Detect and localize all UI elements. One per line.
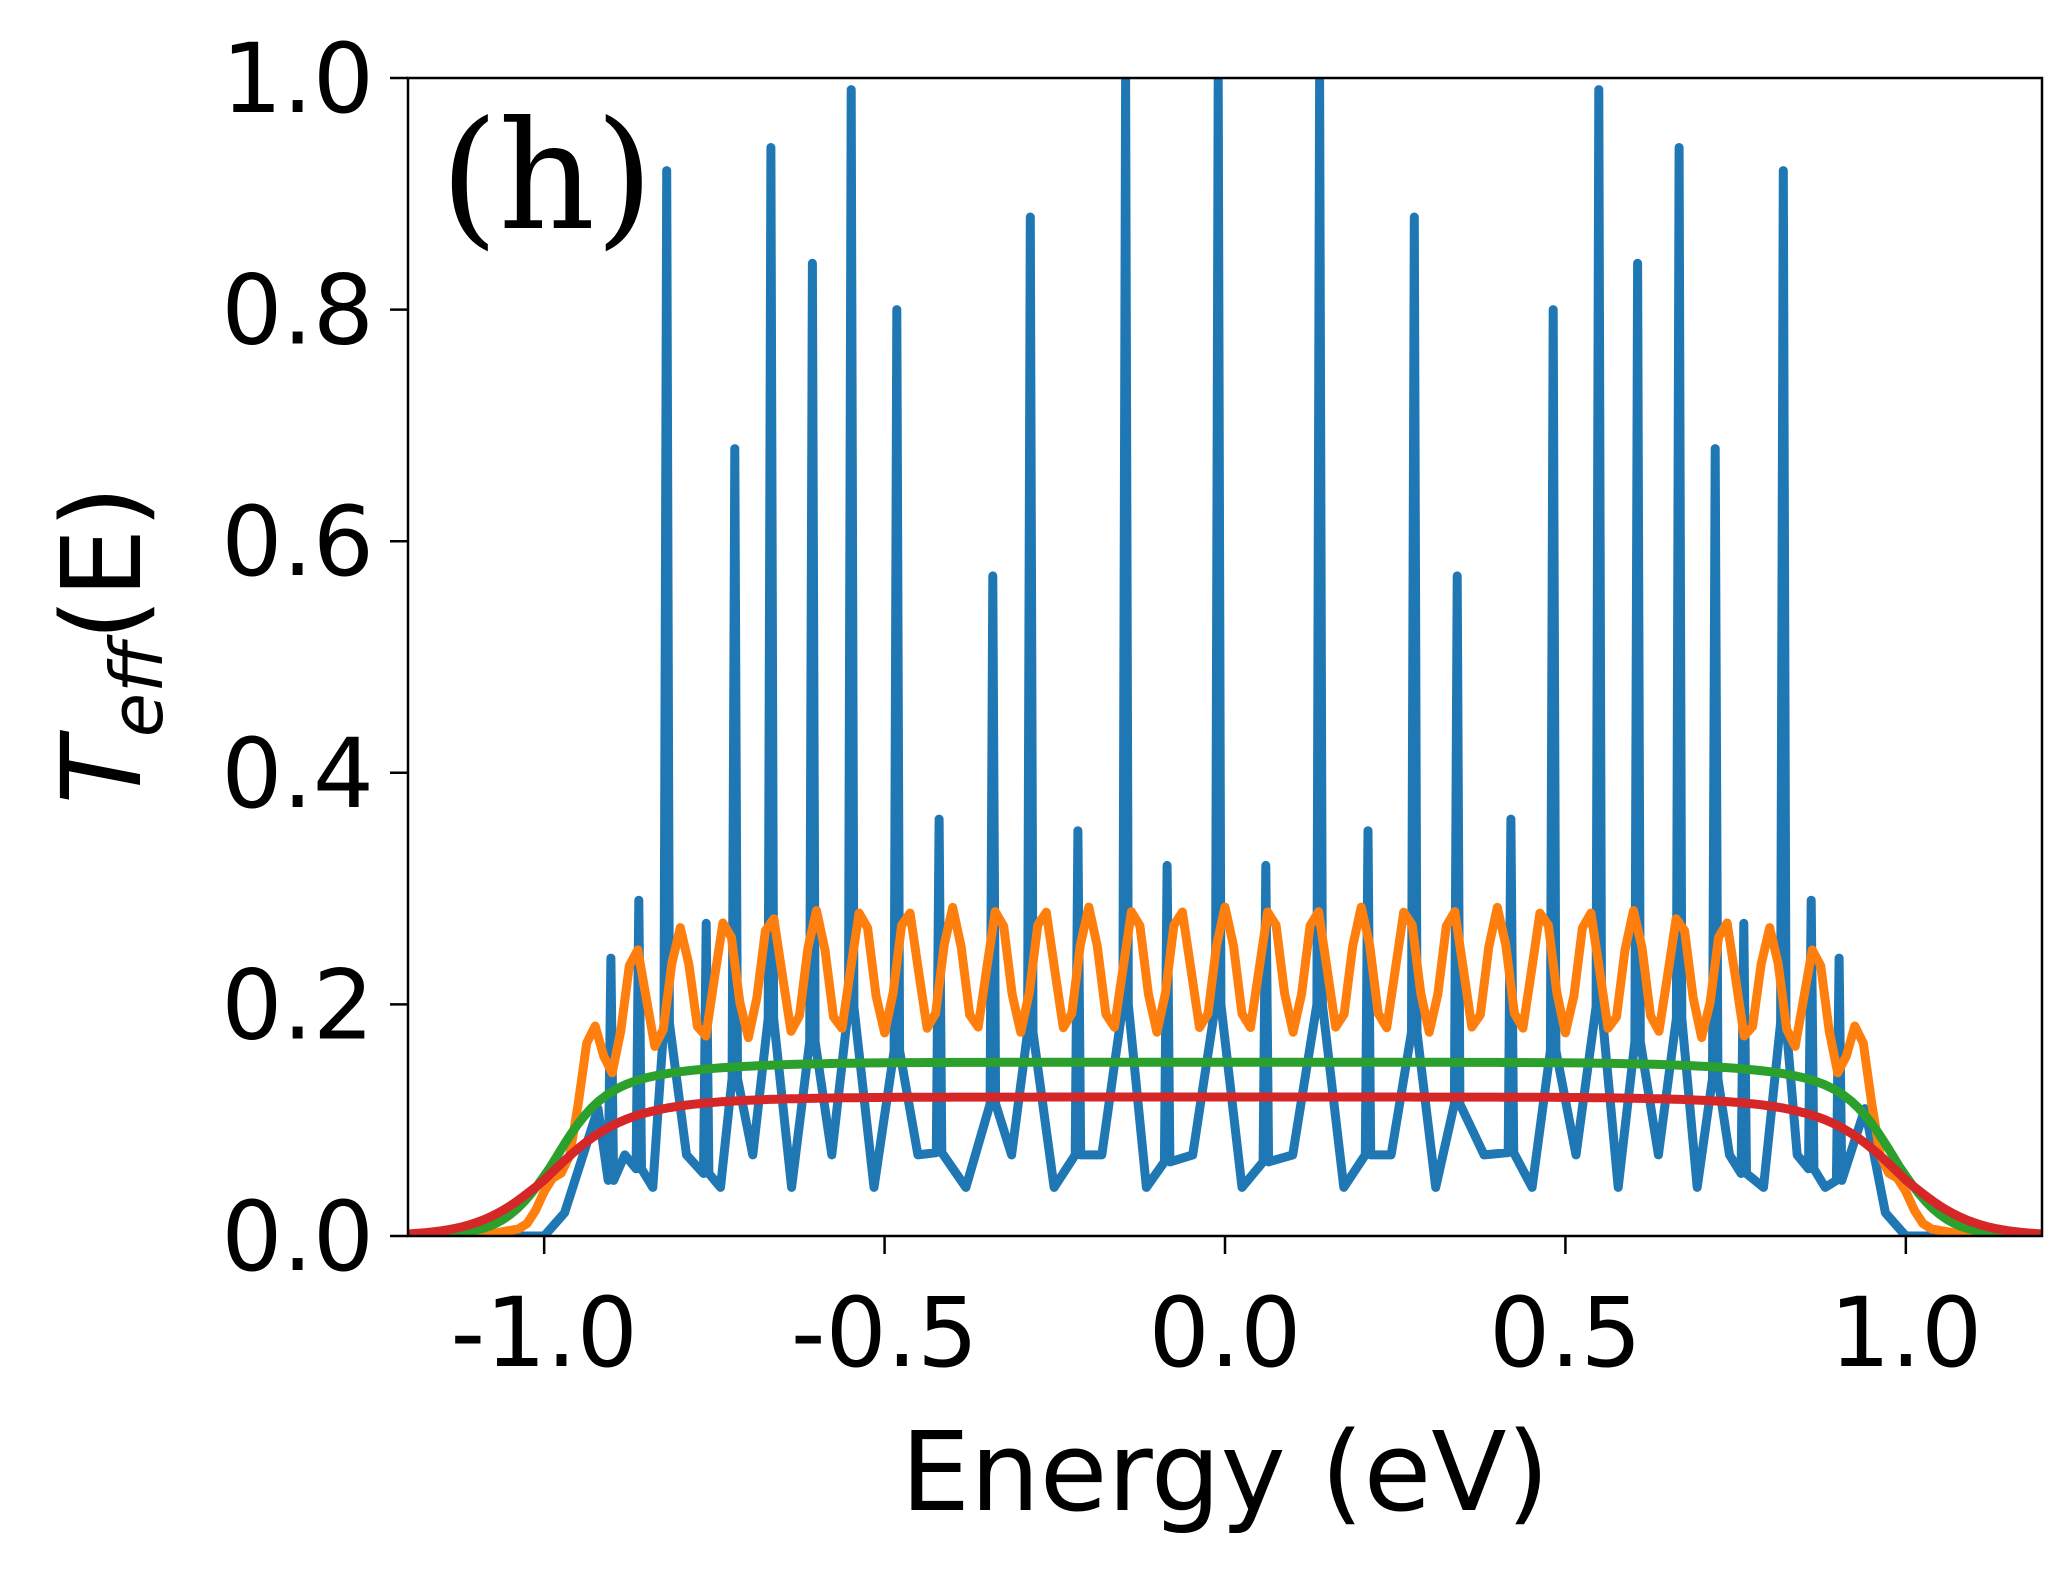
series-line-orange (408, 902, 2042, 1236)
y-tick-label: 1.0 (221, 23, 374, 135)
y-axis-title-arg: (E) (38, 486, 166, 641)
x-tick-label: 0.5 (1489, 1277, 1642, 1389)
y-axis-title-sub: eff (95, 634, 179, 737)
y-tick-label: 0.2 (221, 949, 374, 1061)
y-tick-label: 0.4 (221, 718, 374, 830)
series-line-green (408, 1057, 2042, 1236)
y-axis-title: Teff(E) (38, 486, 179, 805)
y-tick-label: 0.0 (221, 1181, 374, 1293)
series-line-red (408, 1092, 2042, 1236)
series-line-blue (408, 78, 2042, 1236)
x-tick-label: -1.0 (451, 1277, 638, 1389)
ticks-layer: -1.0 -0.5 0.0 0.5 1.0 0.0 0.2 0.4 0.6 0.8 1.0 (221, 23, 1982, 1389)
y-tick-label: 0.8 (221, 255, 374, 367)
x-tick-label: 0.0 (1149, 1277, 1302, 1389)
x-axis-title: Energy (eV) (901, 1408, 1550, 1536)
x-tick-label: -0.5 (791, 1277, 978, 1389)
panel-label: (h) (440, 90, 654, 264)
series-layer (408, 78, 2042, 1236)
y-tick-label: 0.6 (221, 486, 374, 598)
y-axis-title-main: T (38, 729, 166, 804)
x-tick-label: 1.0 (1829, 1277, 1982, 1389)
